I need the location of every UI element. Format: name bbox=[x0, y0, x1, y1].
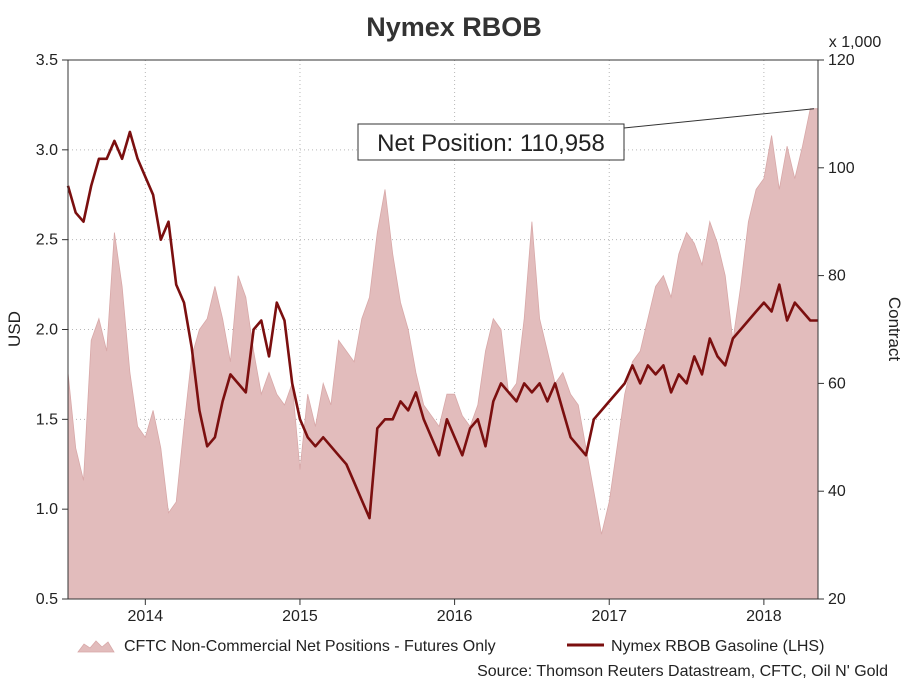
left-tick-label: 1.5 bbox=[36, 411, 58, 428]
left-tick-label: 2.0 bbox=[36, 322, 58, 339]
legend-line-label: Nymex RBOB Gasoline (LHS) bbox=[611, 638, 824, 655]
x-tick-label: 2017 bbox=[591, 608, 627, 625]
x-axis-ticks: 2014 2015 2016 2017 2018 bbox=[128, 599, 782, 625]
rbob-price-line bbox=[66, 130, 818, 520]
source-note: Source: Thomson Reuters Datastream, CFTC… bbox=[477, 663, 888, 680]
left-tick-label: 0.5 bbox=[36, 591, 58, 608]
legend-area-label: CFTC Non-Commercial Net Positions - Futu… bbox=[124, 638, 496, 655]
x-tick-label: 2014 bbox=[128, 608, 164, 625]
left-tick-label: 3.0 bbox=[36, 142, 58, 159]
right-tick-label: 40 bbox=[828, 483, 846, 500]
right-tick-label: 120 bbox=[828, 52, 855, 69]
net-positions-area bbox=[67, 108, 819, 600]
left-axis-label: USD bbox=[5, 311, 24, 347]
net-positions-area-layer bbox=[67, 108, 819, 600]
right-axis-label: Contract bbox=[885, 297, 904, 362]
right-tick-label: 60 bbox=[828, 375, 846, 392]
left-tick-label: 3.5 bbox=[36, 52, 58, 69]
right-axis-ticks: 20 40 60 80 100 120 bbox=[818, 52, 855, 608]
rbob-price-line-layer bbox=[66, 130, 818, 520]
left-tick-label: 1.0 bbox=[36, 501, 58, 518]
callout-leader-line bbox=[623, 108, 815, 129]
legend: CFTC Non-Commercial Net Positions - Futu… bbox=[77, 638, 824, 655]
left-tick-label: 2.5 bbox=[36, 232, 58, 249]
x-tick-label: 2015 bbox=[282, 608, 318, 625]
right-tick-label: 80 bbox=[828, 268, 846, 285]
x-tick-label: 2016 bbox=[437, 608, 473, 625]
x-tick-label: 2018 bbox=[746, 608, 782, 625]
callout-box bbox=[357, 123, 625, 161]
callout-text: Net Position: 110,958 bbox=[377, 130, 605, 157]
right-tick-label: 20 bbox=[828, 591, 846, 608]
chart-title: Nymex RBOB bbox=[366, 12, 542, 42]
legend-area-swatch bbox=[77, 640, 115, 653]
right-axis-multiplier: x 1,000 bbox=[829, 34, 882, 51]
left-axis-ticks: 0.5 1.0 1.5 2.0 2.5 3.0 3.5 bbox=[36, 52, 68, 608]
right-tick-label: 100 bbox=[828, 160, 855, 177]
